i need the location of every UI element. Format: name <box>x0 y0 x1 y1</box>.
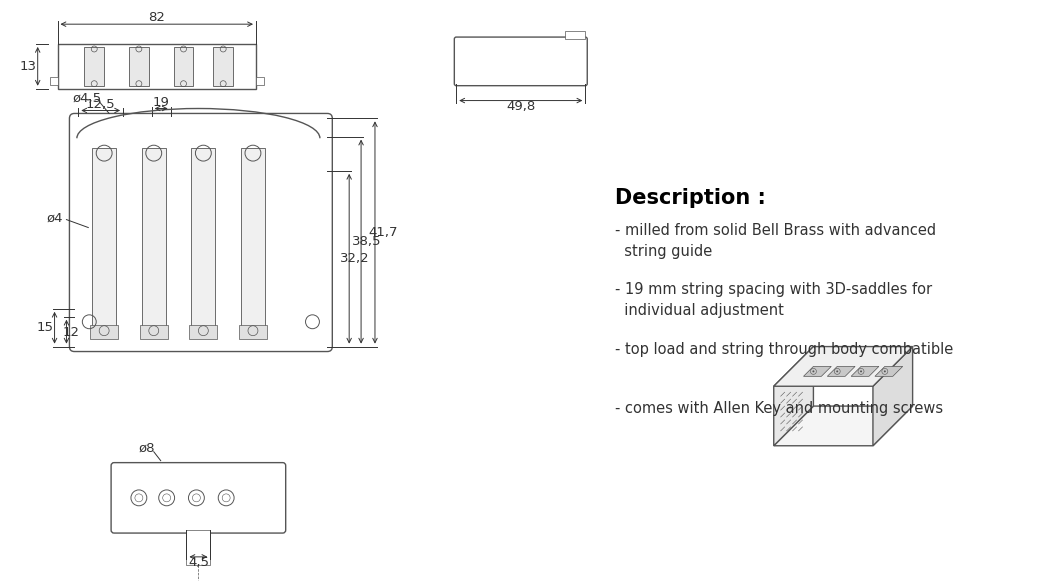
Bar <box>140 325 167 339</box>
Bar <box>191 148 215 327</box>
FancyBboxPatch shape <box>111 463 285 533</box>
Polygon shape <box>873 346 912 446</box>
Text: - milled from solid Bell Brass with advanced
  string guide: - milled from solid Bell Brass with adva… <box>616 222 936 259</box>
Polygon shape <box>875 366 903 376</box>
Bar <box>241 148 264 327</box>
Circle shape <box>884 370 886 372</box>
Bar <box>239 325 266 339</box>
Polygon shape <box>773 346 912 386</box>
Bar <box>213 47 233 86</box>
Polygon shape <box>851 366 879 376</box>
Text: 12: 12 <box>63 326 79 339</box>
Bar <box>49 77 57 85</box>
Polygon shape <box>773 346 813 446</box>
Text: 82: 82 <box>148 11 165 23</box>
Bar <box>256 77 264 85</box>
Polygon shape <box>828 366 855 376</box>
Text: ø4: ø4 <box>46 211 63 224</box>
Text: - comes with Allen Key and mounting screws: - comes with Allen Key and mounting scre… <box>616 401 944 416</box>
Text: 49,8: 49,8 <box>506 100 535 113</box>
Text: 19: 19 <box>153 96 169 109</box>
FancyBboxPatch shape <box>69 113 332 352</box>
Bar <box>186 530 210 565</box>
Text: Description :: Description : <box>616 188 766 208</box>
Polygon shape <box>804 366 831 376</box>
Circle shape <box>812 370 814 372</box>
Bar <box>142 148 166 327</box>
Bar <box>85 47 104 86</box>
Text: 32,2: 32,2 <box>341 252 370 265</box>
Circle shape <box>836 370 838 372</box>
Text: ø4,5: ø4,5 <box>73 92 101 105</box>
FancyBboxPatch shape <box>455 37 587 86</box>
Polygon shape <box>773 406 912 446</box>
Circle shape <box>860 370 862 372</box>
Text: 12,5: 12,5 <box>86 98 115 111</box>
Bar <box>189 325 217 339</box>
Text: ø8: ø8 <box>139 441 155 454</box>
Text: 13: 13 <box>19 60 37 73</box>
Bar <box>173 47 193 86</box>
Bar <box>90 325 118 339</box>
Text: 15: 15 <box>37 321 53 334</box>
Text: 38,5: 38,5 <box>352 235 381 248</box>
Text: 41,7: 41,7 <box>368 226 398 239</box>
Text: 4,5: 4,5 <box>188 556 209 569</box>
Bar <box>57 44 256 89</box>
Bar <box>129 47 148 86</box>
Text: - 19 mm string spacing with 3D-saddles for
  individual adjustment: - 19 mm string spacing with 3D-saddles f… <box>616 282 932 318</box>
Bar <box>565 31 585 39</box>
Bar <box>92 148 116 327</box>
Text: - top load and string through body combatible: - top load and string through body comba… <box>616 342 953 357</box>
